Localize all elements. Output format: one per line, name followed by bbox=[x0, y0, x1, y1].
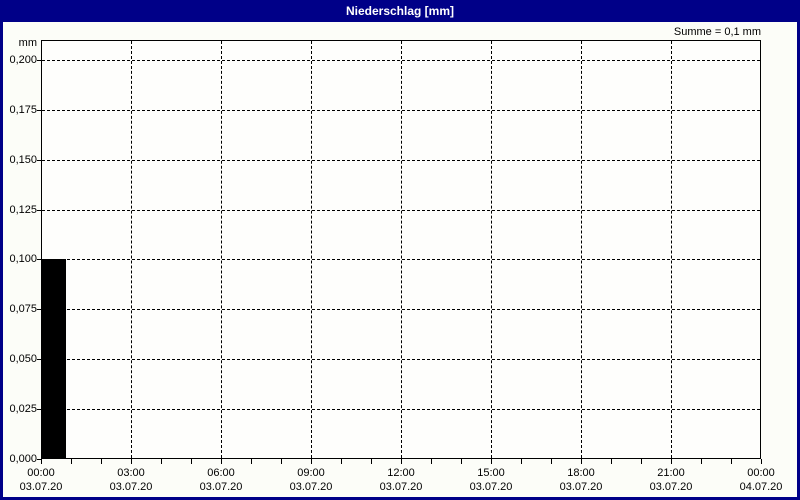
y-tick-label: 0,150 bbox=[9, 154, 37, 166]
x-grid-line bbox=[581, 41, 582, 458]
x-tick bbox=[581, 459, 582, 464]
x-tick bbox=[161, 459, 162, 464]
y-tick-label: 0,200 bbox=[9, 54, 37, 66]
x-grid-line bbox=[491, 41, 492, 458]
y-tick-label: 0,000 bbox=[9, 453, 37, 465]
x-date-label: 04.07.20 bbox=[739, 481, 783, 493]
x-tick bbox=[311, 459, 312, 464]
window-title: Niederschlag [mm] bbox=[345, 4, 455, 18]
x-grid-line bbox=[221, 41, 222, 458]
x-tick bbox=[101, 459, 102, 464]
x-date-label: 03.07.20 bbox=[289, 481, 333, 493]
x-tick bbox=[71, 459, 72, 464]
x-tick bbox=[611, 459, 612, 464]
x-tick bbox=[341, 459, 342, 464]
x-tick bbox=[731, 459, 732, 464]
x-tick bbox=[461, 459, 462, 464]
x-tick bbox=[641, 459, 642, 464]
y-tick bbox=[37, 309, 41, 310]
title-bar: Niederschlag [mm] bbox=[0, 0, 800, 22]
x-tick bbox=[251, 459, 252, 464]
x-time-label: 18:00 bbox=[567, 467, 595, 479]
y-axis-unit-label: mm bbox=[18, 37, 37, 49]
x-tick bbox=[191, 459, 192, 464]
y-tick-label: 0,075 bbox=[9, 303, 37, 315]
precipitation-bar bbox=[42, 259, 66, 458]
x-time-label: 00:00 bbox=[747, 467, 775, 479]
y-tick bbox=[37, 210, 41, 211]
x-date-label: 03.07.20 bbox=[559, 481, 603, 493]
x-tick bbox=[671, 459, 672, 464]
x-tick bbox=[221, 459, 222, 464]
x-tick bbox=[431, 459, 432, 464]
x-grid-line bbox=[401, 41, 402, 458]
y-tick-label: 0,175 bbox=[9, 104, 37, 116]
x-date-label: 03.07.20 bbox=[199, 481, 243, 493]
y-tick bbox=[37, 160, 41, 161]
x-grid-line bbox=[311, 41, 312, 458]
window-border-left bbox=[0, 22, 3, 500]
x-tick bbox=[41, 459, 42, 464]
x-time-label: 06:00 bbox=[207, 467, 235, 479]
x-tick bbox=[491, 459, 492, 464]
y-tick bbox=[37, 259, 41, 260]
window-border-right bbox=[797, 22, 800, 500]
window-border-bottom bbox=[0, 497, 800, 500]
x-tick bbox=[551, 459, 552, 464]
x-date-label: 03.07.20 bbox=[379, 481, 423, 493]
x-date-label: 03.07.20 bbox=[469, 481, 513, 493]
x-time-label: 15:00 bbox=[477, 467, 505, 479]
x-tick bbox=[521, 459, 522, 464]
x-tick bbox=[371, 459, 372, 464]
x-time-label: 12:00 bbox=[387, 467, 415, 479]
y-tick-label: 0,100 bbox=[9, 253, 37, 265]
x-grid-line bbox=[131, 41, 132, 458]
x-tick bbox=[131, 459, 132, 464]
y-tick bbox=[37, 359, 41, 360]
x-tick bbox=[761, 459, 762, 464]
sum-annotation: Summe = 0,1 mm bbox=[673, 26, 761, 38]
x-time-label: 03:00 bbox=[117, 467, 145, 479]
x-grid-line bbox=[671, 41, 672, 458]
y-tick-label: 0,125 bbox=[9, 204, 37, 216]
y-tick bbox=[37, 110, 41, 111]
x-date-label: 03.07.20 bbox=[19, 481, 63, 493]
x-date-label: 03.07.20 bbox=[109, 481, 153, 493]
y-tick bbox=[37, 459, 41, 460]
y-tick-label: 0,025 bbox=[9, 403, 37, 415]
y-tick bbox=[37, 409, 41, 410]
x-date-label: 03.07.20 bbox=[649, 481, 693, 493]
x-time-label: 00:00 bbox=[27, 467, 55, 479]
y-tick bbox=[37, 60, 41, 61]
x-time-label: 09:00 bbox=[297, 467, 325, 479]
x-tick bbox=[281, 459, 282, 464]
x-tick bbox=[401, 459, 402, 464]
y-tick-label: 0,050 bbox=[9, 353, 37, 365]
x-time-label: 21:00 bbox=[657, 467, 685, 479]
x-tick bbox=[701, 459, 702, 464]
